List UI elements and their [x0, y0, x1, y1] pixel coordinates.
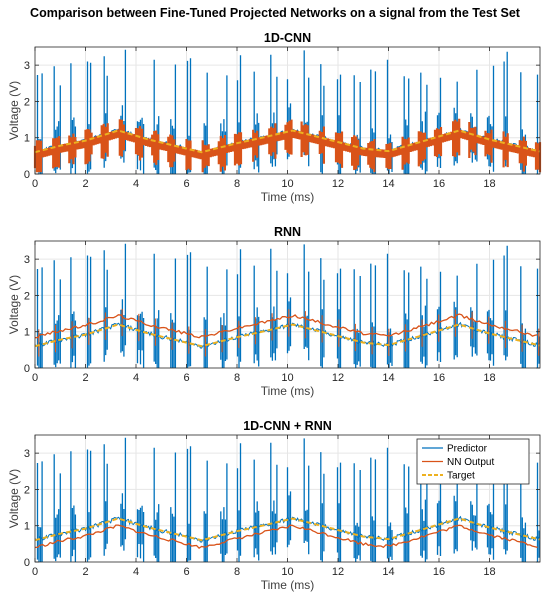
x-tick-label: 18 — [483, 566, 495, 578]
legend-label-predictor: Predictor — [447, 444, 488, 455]
series-nn-output — [34, 313, 538, 339]
x-tick-label: 0 — [32, 566, 38, 578]
series-target — [34, 517, 541, 542]
x-tick-label: 12 — [332, 178, 344, 190]
x-tick-label: 2 — [82, 178, 88, 190]
x-tick-label: 10 — [281, 372, 293, 384]
x-tick-label: 6 — [183, 372, 189, 384]
x-tick-label: 14 — [382, 372, 394, 384]
legend-label-nn_output: NN Output — [447, 457, 494, 468]
x-tick-label: 4 — [133, 178, 139, 190]
x-tick-label: 4 — [133, 372, 139, 384]
x-axis-label: Time (ms) — [261, 578, 315, 592]
y-tick-label: 3 — [24, 448, 30, 460]
y-tick-label: 0 — [24, 169, 30, 181]
legend-box — [416, 438, 530, 485]
x-tick-label: 18 — [483, 372, 495, 384]
legend: Predictor NN Output Target — [416, 438, 530, 485]
x-tick-label: 12 — [332, 566, 344, 578]
x-tick-label: 2 — [82, 566, 88, 578]
y-tick-label: 2 — [24, 484, 30, 496]
subplot-title: 1D-CNN — [264, 31, 311, 45]
x-tick-label: 10 — [281, 178, 293, 190]
y-tick-label: 2 — [24, 96, 30, 108]
x-tick-label: 16 — [433, 178, 445, 190]
y-axis-label: Voltage (V) — [7, 275, 21, 334]
figure-title: Comparison between Fine-Tuned Projected … — [30, 6, 520, 20]
x-tick-label: 6 — [183, 178, 189, 190]
x-tick-label: 2 — [82, 372, 88, 384]
x-tick-label: 18 — [483, 178, 495, 190]
y-tick-label: 0 — [24, 363, 30, 375]
legend-label-target: Target — [447, 471, 475, 482]
x-axis-label: Time (ms) — [261, 384, 315, 398]
series-target — [34, 323, 541, 348]
x-tick-label: 8 — [234, 566, 240, 578]
x-tick-label: 16 — [433, 372, 445, 384]
x-tick-label: 6 — [183, 566, 189, 578]
series-target — [34, 129, 541, 154]
nn-output-bursts — [38, 308, 540, 357]
y-tick-label: 3 — [24, 254, 30, 266]
x-tick-label: 8 — [234, 372, 240, 384]
x-tick-label: 14 — [382, 178, 394, 190]
x-tick-label: 4 — [133, 566, 139, 578]
y-tick-label: 0 — [24, 557, 30, 569]
x-tick-label: 8 — [234, 178, 240, 190]
y-tick-label: 3 — [24, 60, 30, 72]
series-nn-output — [35, 524, 538, 550]
x-tick-label: 10 — [281, 566, 293, 578]
y-tick-label: 1 — [24, 327, 30, 339]
x-tick-label: 14 — [382, 566, 394, 578]
y-tick-label: 1 — [24, 521, 30, 533]
x-tick-label: 0 — [32, 178, 38, 190]
y-axis-label: Voltage (V) — [7, 469, 21, 528]
subplot-title: 1D-CNN + RNN — [243, 419, 332, 433]
x-tick-label: 16 — [433, 566, 445, 578]
x-axis-label: Time (ms) — [261, 190, 315, 204]
x-tick-label: 12 — [332, 372, 344, 384]
subplot-title: RNN — [274, 225, 301, 239]
y-tick-label: 1 — [24, 133, 30, 145]
y-tick-label: 2 — [24, 290, 30, 302]
y-axis-label: Voltage (V) — [7, 81, 21, 140]
x-tick-label: 0 — [32, 372, 38, 384]
